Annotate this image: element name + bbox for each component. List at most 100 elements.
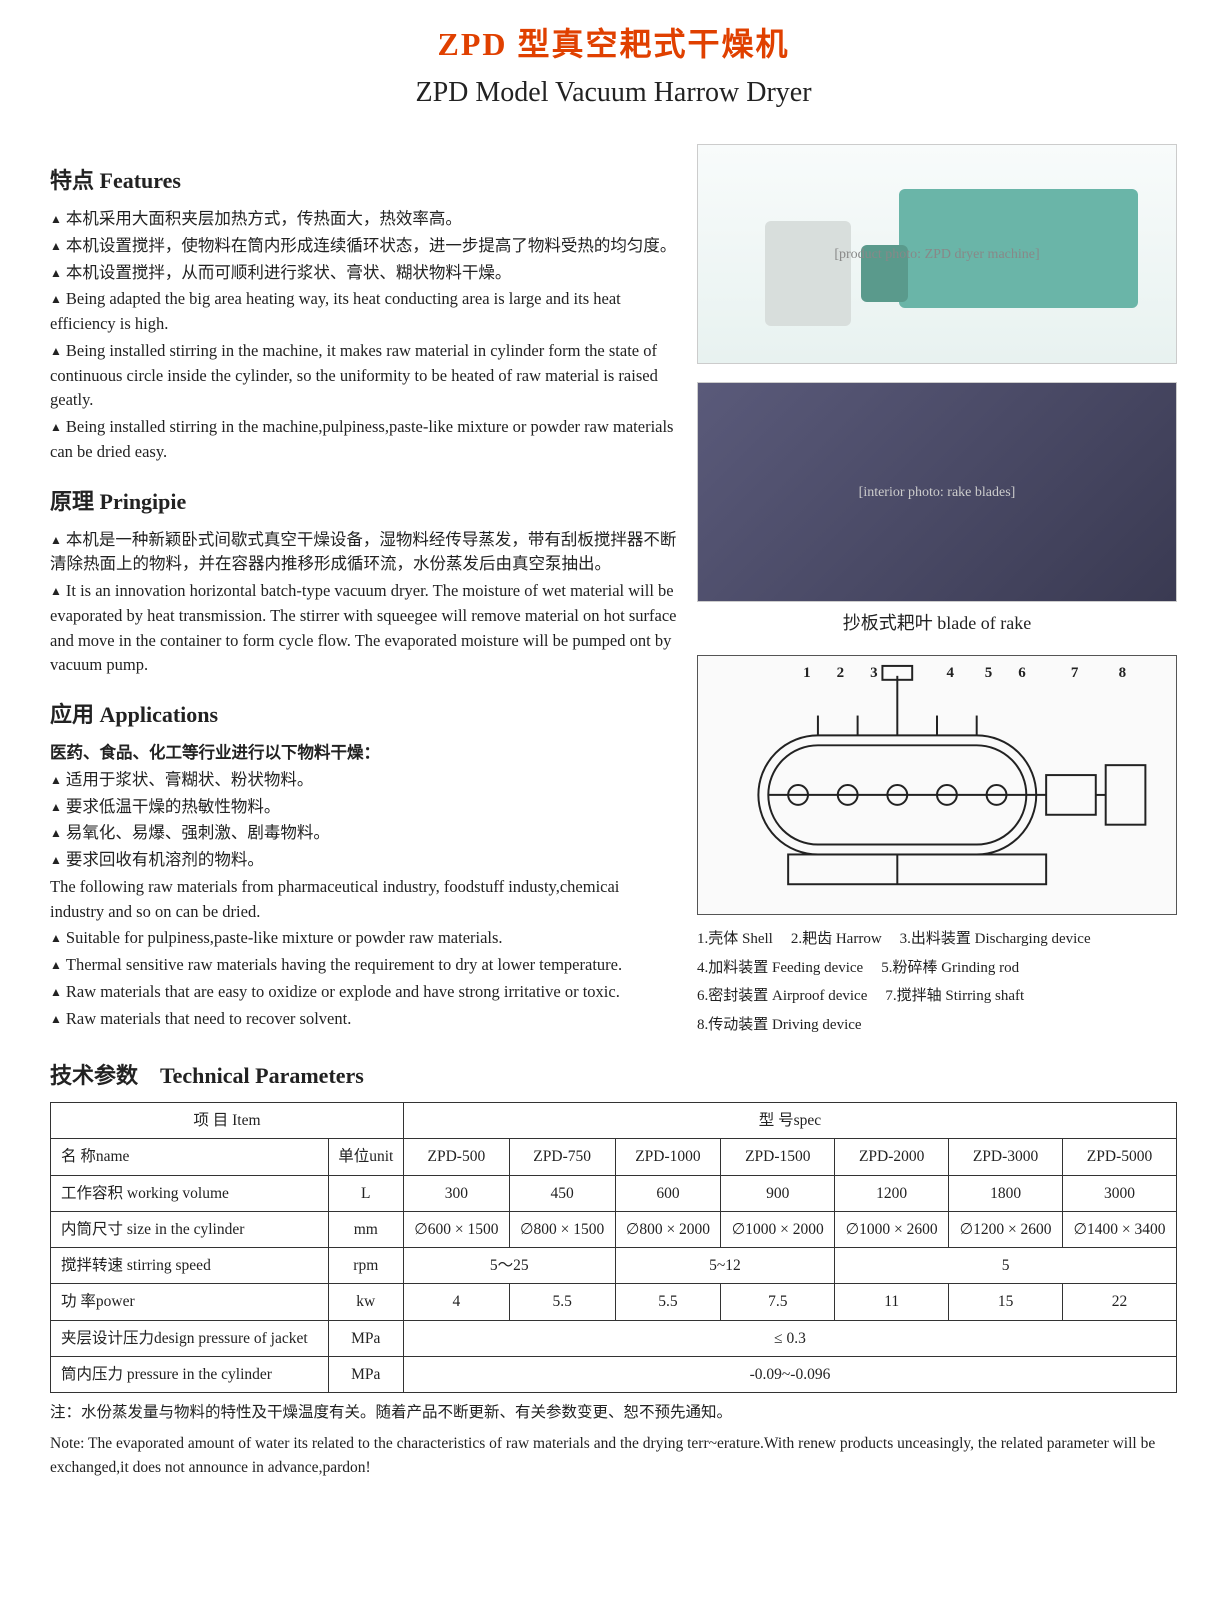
- table-cell: 22: [1063, 1284, 1177, 1320]
- table-row-unit: MPa: [328, 1320, 403, 1356]
- table-cell: ∅800 × 1500: [509, 1211, 615, 1247]
- diagram-legend-item: 1.壳体 Shell: [697, 925, 773, 954]
- list-item: Suitable for pulpiness,paste-like mixtur…: [50, 926, 677, 951]
- diagram-legend-item: 8.传动装置 Driving device: [697, 1011, 862, 1040]
- diagram-number-label: 4: [947, 662, 955, 685]
- list-item: Being installed stirring in the machine,…: [50, 339, 677, 413]
- table-cell: 3000: [1063, 1175, 1177, 1211]
- table-model-header: ZPD-5000: [1063, 1139, 1177, 1175]
- table-cell: 5.5: [509, 1284, 615, 1320]
- principle-heading: 原理 Pringipie: [50, 485, 677, 518]
- table-model-header: ZPD-1000: [615, 1139, 721, 1175]
- list-item: 要求低温干燥的热敏性物料。: [50, 795, 677, 820]
- list-item: 易氧化、易爆、强刺激、剧毒物料。: [50, 821, 677, 846]
- table-cell: 900: [721, 1175, 835, 1211]
- list-item: It is an innovation horizontal batch-typ…: [50, 579, 677, 678]
- note-cn: 注：水份蒸发量与物料的特性及干燥温度有关。随着产品不断更新、有关参数变更、恕不预…: [50, 1401, 1177, 1424]
- table-row-label: 工作容积 working volume: [51, 1175, 329, 1211]
- diagram-number-label: 3: [870, 662, 878, 685]
- table-cell: 1200: [835, 1175, 949, 1211]
- table-cell: 450: [509, 1175, 615, 1211]
- diagram-legend-item: 6.密封装置 Airproof device: [697, 982, 867, 1011]
- left-column: 特点 Features 本机采用大面积夹层加热方式，传热面大，热效率高。本机设置…: [50, 144, 677, 1039]
- table-cell: 600: [615, 1175, 721, 1211]
- diagram-legend-item: 5.粉碎棒 Grinding rod: [881, 954, 1019, 983]
- table-row-unit: mm: [328, 1211, 403, 1247]
- table-cell: 5~12: [615, 1248, 835, 1284]
- table-row-label: 内筒尺寸 size in the cylinder: [51, 1211, 329, 1247]
- table-col-unit: 单位unit: [328, 1139, 403, 1175]
- table-row-unit: L: [328, 1175, 403, 1211]
- table-cell: 5.5: [615, 1284, 721, 1320]
- product-photo: [product photo: ZPD dryer machine]: [697, 144, 1177, 364]
- tech-params-heading: 技术参数 Technical Parameters: [50, 1059, 1177, 1092]
- table-header-spec: 型 号spec: [403, 1103, 1176, 1139]
- table-row: 搅拌转速 stirring speedrpm5～255~125: [51, 1248, 1177, 1284]
- table-cell: ∅1200 × 2600: [949, 1211, 1063, 1247]
- table-row-label: 夹层设计压力design pressure of jacket: [51, 1320, 329, 1356]
- table-cell: 300: [403, 1175, 509, 1211]
- table-row: 筒内压力 pressure in the cylinderMPa-0.09~-0…: [51, 1356, 1177, 1392]
- table-col-name: 名 称name: [51, 1139, 329, 1175]
- list-item: 要求回收有机溶剂的物料。: [50, 848, 677, 873]
- table-row-label: 搅拌转速 stirring speed: [51, 1248, 329, 1284]
- schematic-diagram: 1 2 3 4 5 6 7 8: [697, 655, 1177, 915]
- table-row-label: 功 率power: [51, 1284, 329, 1320]
- table-cell: ∅1000 × 2600: [835, 1211, 949, 1247]
- table-row: 内筒尺寸 size in the cylindermm∅600 × 1500∅8…: [51, 1211, 1177, 1247]
- applications-list-cn: 适用于浆状、膏糊状、粉状物料。要求低温干燥的热敏性物料。易氧化、易爆、强刺激、剧…: [50, 768, 677, 873]
- table-model-header: ZPD-1500: [721, 1139, 835, 1175]
- table-cell: -0.09~-0.096: [403, 1356, 1176, 1392]
- features-list: 本机采用大面积夹层加热方式，传热面大，热效率高。本机设置搅拌，使物料在筒内形成连…: [50, 207, 677, 465]
- features-heading: 特点 Features: [50, 164, 677, 197]
- list-item: 适用于浆状、膏糊状、粉状物料。: [50, 768, 677, 793]
- note-en: Note: The evaporated amount of water its…: [50, 1432, 1177, 1479]
- table-cell: ≤ 0.3: [403, 1320, 1176, 1356]
- title-cn: ZPD 型真空耙式干燥机: [50, 20, 1177, 68]
- table-header-item: 项 目 Item: [51, 1103, 404, 1139]
- diagram-legend: 1.壳体 Shell 2.耙齿 Harrow 3.出料装置 Discharging …: [697, 925, 1177, 1039]
- table-cell: 5～25: [403, 1248, 615, 1284]
- applications-list-en: Suitable for pulpiness,paste-like mixtur…: [50, 926, 677, 1031]
- diagram-legend-item: 2.耙齿 Harrow: [791, 925, 882, 954]
- diagram-number-label: 7: [1071, 662, 1079, 685]
- principle-list: 本机是一种新颖卧式间歇式真空干燥设备，湿物料经传导蒸发，带有刮板搅拌器不断清除热…: [50, 528, 677, 679]
- list-item: Raw materials that need to recover solve…: [50, 1007, 677, 1032]
- table-row-unit: rpm: [328, 1248, 403, 1284]
- diagram-number-label: 6: [1018, 662, 1026, 685]
- spec-table: 项 目 Item型 号spec 名 称name单位unitZPD-500ZPD-7…: [50, 1102, 1177, 1393]
- list-item: 本机是一种新颖卧式间歇式真空干燥设备，湿物料经传导蒸发，带有刮板搅拌器不断清除热…: [50, 528, 677, 578]
- list-item: Raw materials that are easy to oxidize o…: [50, 980, 677, 1005]
- diagram-legend-item: 4.加料装置 Feeding device: [697, 954, 863, 983]
- applications-heading: 应用 Applications: [50, 698, 677, 731]
- diagram-number-label: 1: [803, 662, 811, 685]
- blade-photo: [interior photo: rake blades]: [697, 382, 1177, 602]
- diagram-number-label: 2: [837, 662, 845, 685]
- main-content-row: 特点 Features 本机采用大面积夹层加热方式，传热面大，热效率高。本机设置…: [50, 144, 1177, 1039]
- table-cell: ∅800 × 2000: [615, 1211, 721, 1247]
- list-item: Thermal sensitive raw materials having t…: [50, 953, 677, 978]
- table-model-header: ZPD-3000: [949, 1139, 1063, 1175]
- table-model-header: ZPD-750: [509, 1139, 615, 1175]
- table-row-label: 筒内压力 pressure in the cylinder: [51, 1356, 329, 1392]
- product-photo-alt: [product photo: ZPD dryer machine]: [834, 244, 1039, 265]
- list-item: Being adapted the big area heating way, …: [50, 287, 677, 337]
- right-column: [product photo: ZPD dryer machine] [inte…: [697, 144, 1177, 1039]
- list-item: Being installed stirring in the machine,…: [50, 415, 677, 465]
- table-cell: ∅1000 × 2000: [721, 1211, 835, 1247]
- diagram-number-label: 5: [985, 662, 993, 685]
- list-item: 本机设置搅拌，从而可顺利进行浆状、膏状、糊状物料干燥。: [50, 261, 677, 286]
- table-cell: 7.5: [721, 1284, 835, 1320]
- applications-intro-cn: 医药、食品、化工等行业进行以下物料干燥：: [50, 741, 677, 766]
- table-row: 夹层设计压力design pressure of jacketMPa≤ 0.3: [51, 1320, 1177, 1356]
- table-cell: 4: [403, 1284, 509, 1320]
- table-cell: 1800: [949, 1175, 1063, 1211]
- list-item: 本机采用大面积夹层加热方式，传热面大，热效率高。: [50, 207, 677, 232]
- table-cell: 11: [835, 1284, 949, 1320]
- diagram-number-label: 8: [1119, 662, 1127, 685]
- table-model-header: ZPD-2000: [835, 1139, 949, 1175]
- table-cell: 5: [835, 1248, 1177, 1284]
- table-cell: ∅600 × 1500: [403, 1211, 509, 1247]
- diagram-legend-item: 3.出料装置 Discharging device: [900, 925, 1091, 954]
- table-model-header: ZPD-500: [403, 1139, 509, 1175]
